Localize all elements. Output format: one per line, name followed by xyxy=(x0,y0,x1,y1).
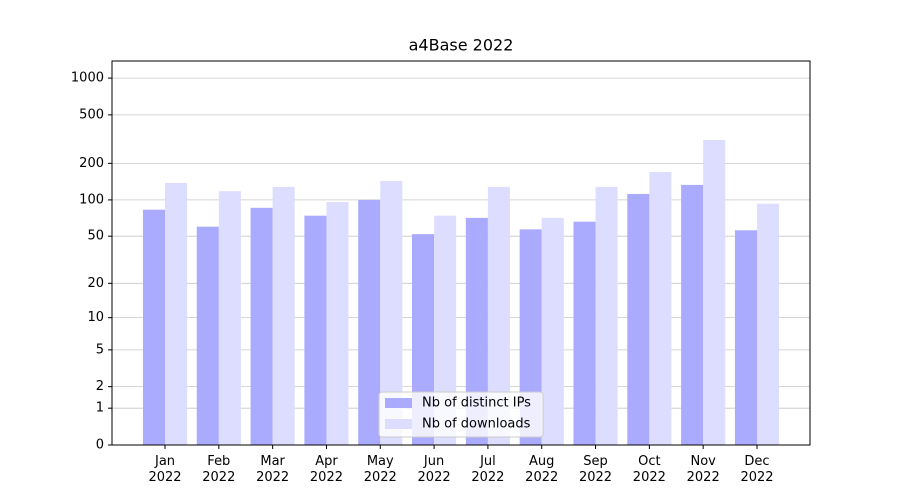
y-tick-label: 20 xyxy=(87,276,104,291)
legend-box xyxy=(378,391,544,438)
y-tick-label: 200 xyxy=(79,156,104,171)
bar xyxy=(250,207,273,445)
x-tick-label: Jul 2022 xyxy=(471,454,504,485)
bar xyxy=(304,215,327,445)
x-tick-label: Aug 2022 xyxy=(525,454,558,485)
x-tick-label: Nov 2022 xyxy=(687,454,720,485)
bar xyxy=(272,186,295,445)
bar xyxy=(218,191,241,445)
y-tick-label: 1 xyxy=(96,401,104,416)
bar xyxy=(165,182,188,445)
legend-swatch xyxy=(385,419,412,429)
bar xyxy=(142,209,166,445)
x-tick-label: Mar 2022 xyxy=(256,454,289,485)
x-tick-label: Dec 2022 xyxy=(740,454,773,485)
bar xyxy=(519,229,542,445)
chart-title: a4Base 2022 xyxy=(409,36,514,55)
bar xyxy=(487,186,510,445)
legend: Nb of distinct IPs Nb of downloads xyxy=(378,391,544,438)
y-tick-label: 2 xyxy=(96,379,104,394)
bar xyxy=(595,186,618,445)
bar xyxy=(681,184,704,445)
bar xyxy=(380,181,403,446)
x-tick-label: Sep 2022 xyxy=(579,454,612,485)
bar xyxy=(756,203,780,445)
bar xyxy=(326,202,349,445)
bar xyxy=(573,221,596,445)
legend-label: Nb of distinct IPs xyxy=(422,396,531,411)
y-tick-label: 10 xyxy=(87,310,104,325)
plot-frame xyxy=(111,60,811,446)
legend-swatch xyxy=(385,398,412,408)
bar xyxy=(196,226,219,445)
x-tick-label: Oct 2022 xyxy=(633,454,666,485)
bar xyxy=(734,230,757,445)
x-tick-label: Apr 2022 xyxy=(310,454,343,485)
x-tick-label: May 2022 xyxy=(364,454,397,485)
bar xyxy=(434,215,457,445)
x-tick-label: Jun 2022 xyxy=(418,454,451,485)
bar xyxy=(703,140,726,446)
legend-label: Nb of downloads xyxy=(422,417,531,432)
y-tick-label: 0 xyxy=(96,438,104,453)
y-tick-label: 100 xyxy=(79,192,104,207)
y-tick-label: 50 xyxy=(87,229,104,244)
x-tick-label: Jan 2022 xyxy=(148,454,181,485)
bar xyxy=(627,193,650,445)
y-tick-label: 500 xyxy=(79,107,104,122)
bar xyxy=(649,171,672,445)
bar xyxy=(358,199,381,445)
x-tick-label: Feb 2022 xyxy=(202,454,235,485)
bar xyxy=(541,217,564,445)
bar xyxy=(465,217,488,445)
y-tick-label: 5 xyxy=(96,342,104,357)
y-tick-label: 1000 xyxy=(71,71,104,86)
